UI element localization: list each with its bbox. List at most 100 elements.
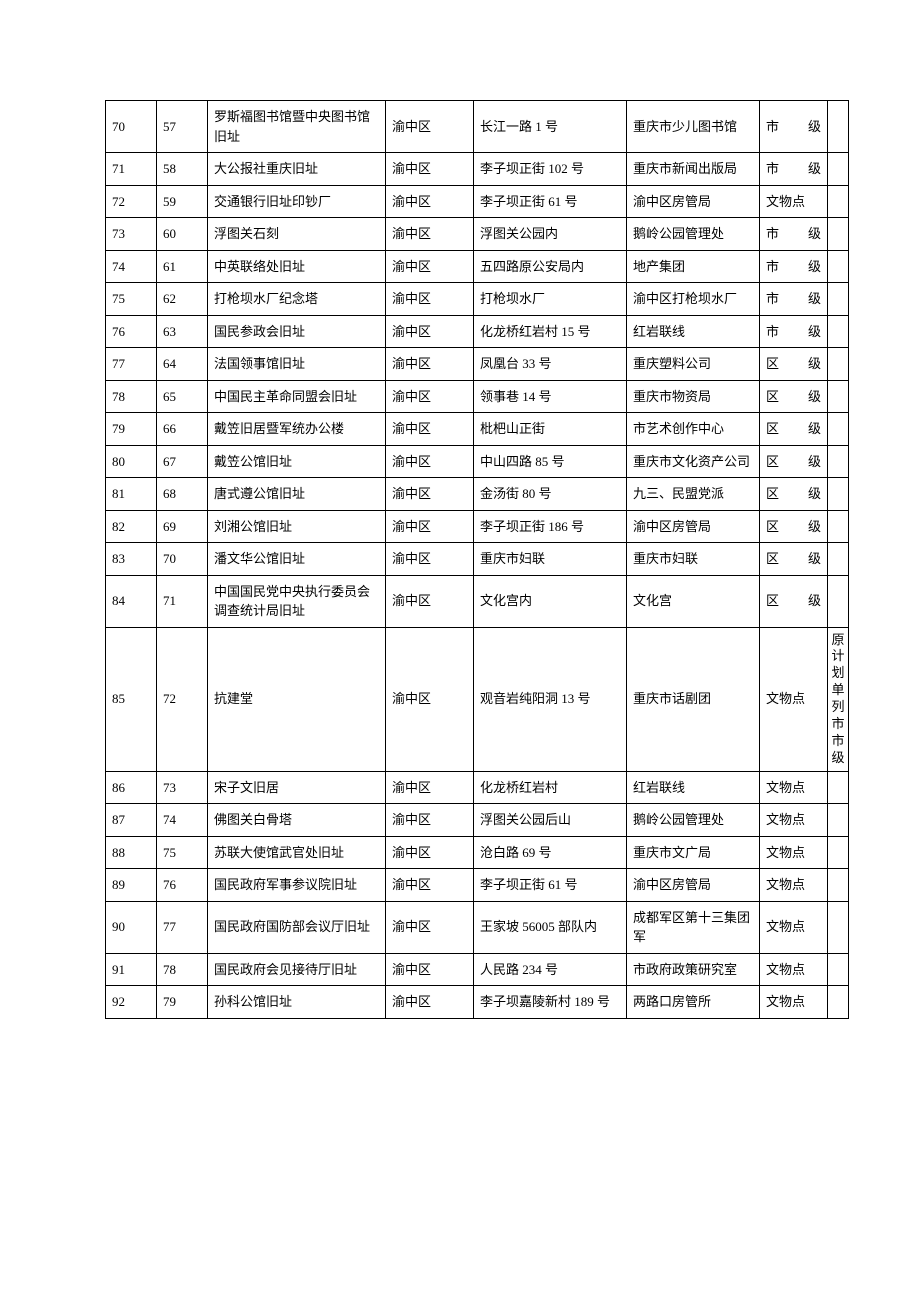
cell-c8 [828, 510, 849, 543]
cell-c7: 文物点 [760, 953, 828, 986]
cell-c7: 区 级 [760, 413, 828, 446]
cell-c2: 73 [157, 771, 208, 804]
cell-c4: 渝中区 [386, 986, 474, 1019]
cell-c3: 佛图关白骨塔 [208, 804, 386, 837]
cell-c4: 渝中区 [386, 380, 474, 413]
cell-c5: 化龙桥红岩村 [474, 771, 627, 804]
cell-c2: 58 [157, 153, 208, 186]
cell-c5: 文化宫内 [474, 575, 627, 627]
cell-c6: 重庆市话剧团 [627, 627, 760, 771]
cell-c3: 中国国民党中央执行委员会调查统计局旧址 [208, 575, 386, 627]
table-row: 8976国民政府军事参议院旧址渝中区李子坝正街 61 号渝中区房管局文物点 [106, 869, 849, 902]
cell-c8 [828, 836, 849, 869]
cell-c6: 文化宫 [627, 575, 760, 627]
cell-c7: 文物点 [760, 185, 828, 218]
cell-c2: 68 [157, 478, 208, 511]
cell-c3: 中国民主革命同盟会旧址 [208, 380, 386, 413]
cell-c1: 77 [106, 348, 157, 381]
cell-c6: 两路口房管所 [627, 986, 760, 1019]
cell-c6: 红岩联线 [627, 771, 760, 804]
table-row: 8774佛图关白骨塔渝中区浮图关公园后山鹅岭公园管理处文物点 [106, 804, 849, 837]
table-row: 8067戴笠公馆旧址渝中区中山四路 85 号重庆市文化资产公司区 级 [106, 445, 849, 478]
cell-c2: 65 [157, 380, 208, 413]
cell-c6: 鹅岭公园管理处 [627, 218, 760, 251]
cell-c1: 89 [106, 869, 157, 902]
cell-c7: 市 级 [760, 101, 828, 153]
cell-c2: 78 [157, 953, 208, 986]
cell-c3: 中英联络处旧址 [208, 250, 386, 283]
cell-c2: 74 [157, 804, 208, 837]
cell-c8 [828, 543, 849, 576]
cell-c4: 渝中区 [386, 185, 474, 218]
cell-c8 [828, 771, 849, 804]
table-row: 7966戴笠旧居暨军统办公楼渝中区枇杷山正街市艺术创作中心区 级 [106, 413, 849, 446]
cell-c6: 渝中区房管局 [627, 869, 760, 902]
cell-c8 [828, 218, 849, 251]
cell-c7: 区 级 [760, 575, 828, 627]
cell-c4: 渝中区 [386, 218, 474, 251]
cell-c2: 70 [157, 543, 208, 576]
cell-c5: 沧白路 69 号 [474, 836, 627, 869]
table-row: 8370潘文华公馆旧址渝中区重庆市妇联重庆市妇联区 级 [106, 543, 849, 576]
cell-c6: 重庆市物资局 [627, 380, 760, 413]
table-row: 8471中国国民党中央执行委员会调查统计局旧址渝中区文化宫内文化宫区 级 [106, 575, 849, 627]
cell-c2: 72 [157, 627, 208, 771]
cell-c2: 59 [157, 185, 208, 218]
cell-c1: 79 [106, 413, 157, 446]
cell-c8: 原计划单列市市级 [828, 627, 849, 771]
cell-c2: 75 [157, 836, 208, 869]
cell-c3: 刘湘公馆旧址 [208, 510, 386, 543]
cell-c3: 孙科公馆旧址 [208, 986, 386, 1019]
cell-c1: 78 [106, 380, 157, 413]
cell-c5: 中山四路 85 号 [474, 445, 627, 478]
cell-c5: 领事巷 14 号 [474, 380, 627, 413]
cell-c3: 戴笠公馆旧址 [208, 445, 386, 478]
cell-c7: 市 级 [760, 315, 828, 348]
cell-c4: 渝中区 [386, 953, 474, 986]
cell-c1: 83 [106, 543, 157, 576]
cell-c4: 渝中区 [386, 250, 474, 283]
cell-c5: 李子坝正街 61 号 [474, 869, 627, 902]
cell-c8 [828, 478, 849, 511]
cell-c8 [828, 445, 849, 478]
cell-c1: 84 [106, 575, 157, 627]
cell-c8 [828, 575, 849, 627]
cell-c5: 李子坝正街 61 号 [474, 185, 627, 218]
cell-c8 [828, 869, 849, 902]
cell-c6: 渝中区房管局 [627, 510, 760, 543]
cell-c3: 法国领事馆旧址 [208, 348, 386, 381]
cell-c7: 市 级 [760, 218, 828, 251]
cell-c7: 区 级 [760, 478, 828, 511]
cell-c8 [828, 348, 849, 381]
cell-c4: 渝中区 [386, 413, 474, 446]
cell-c1: 87 [106, 804, 157, 837]
cell-c5: 人民路 234 号 [474, 953, 627, 986]
cell-c4: 渝中区 [386, 901, 474, 953]
table-row: 9178国民政府会见接待厅旧址渝中区人民路 234 号市政府政策研究室文物点 [106, 953, 849, 986]
cell-c2: 57 [157, 101, 208, 153]
cell-c6: 重庆市文广局 [627, 836, 760, 869]
cell-c2: 77 [157, 901, 208, 953]
cell-c6: 重庆市新闻出版局 [627, 153, 760, 186]
cell-c1: 75 [106, 283, 157, 316]
cell-c2: 79 [157, 986, 208, 1019]
cell-c2: 61 [157, 250, 208, 283]
cell-c4: 渝中区 [386, 315, 474, 348]
cell-c7: 文物点 [760, 986, 828, 1019]
cell-c5: 李子坝嘉陵新村 189 号 [474, 986, 627, 1019]
cell-c5: 观音岩纯阳洞 13 号 [474, 627, 627, 771]
cell-c8 [828, 315, 849, 348]
cell-c4: 渝中区 [386, 575, 474, 627]
table-row: 7360浮图关石刻渝中区浮图关公园内鹅岭公园管理处市 级 [106, 218, 849, 251]
cell-c7: 文物点 [760, 836, 828, 869]
cell-c1: 71 [106, 153, 157, 186]
cell-c7: 文物点 [760, 627, 828, 771]
table-row: 7057罗斯福图书馆暨中央图书馆旧址渝中区长江一路 1 号重庆市少儿图书馆市 级 [106, 101, 849, 153]
cell-c1: 82 [106, 510, 157, 543]
table-row: 7865中国民主革命同盟会旧址渝中区领事巷 14 号重庆市物资局区 级 [106, 380, 849, 413]
cell-c4: 渝中区 [386, 627, 474, 771]
table-row: 7562打枪坝水厂纪念塔渝中区打枪坝水厂渝中区打枪坝水厂市 级 [106, 283, 849, 316]
cell-c2: 63 [157, 315, 208, 348]
cell-c2: 62 [157, 283, 208, 316]
table-body: 7057罗斯福图书馆暨中央图书馆旧址渝中区长江一路 1 号重庆市少儿图书馆市 级… [106, 101, 849, 1019]
